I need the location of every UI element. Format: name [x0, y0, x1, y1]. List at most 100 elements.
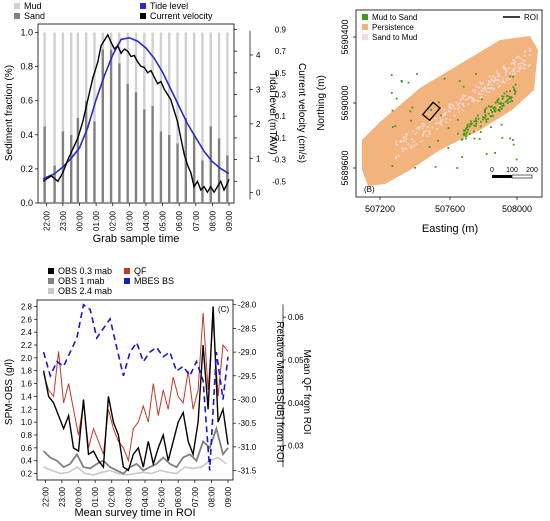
legend-label-obs1: OBS 1 mab — [58, 276, 105, 286]
bar-mud — [93, 32, 96, 122]
sand-to-mud-pixel — [513, 69, 515, 72]
sand-to-mud-pixel — [445, 111, 447, 114]
mud-to-sand-pixel — [466, 125, 469, 128]
sand-to-mud-pixel — [440, 120, 442, 123]
mud-to-sand-pixel — [513, 88, 516, 91]
scale-label-0: 0 — [490, 167, 494, 174]
bar-mud — [226, 32, 229, 156]
sand-to-mud-pixel — [488, 80, 490, 83]
legend-label-persistence: Persistence — [372, 23, 414, 32]
panel-letter-c: (C) — [218, 305, 229, 314]
mud-to-sand-pixel — [484, 115, 487, 118]
y-left-tick-label-a: 1.0 — [20, 28, 33, 38]
mud-to-sand-pixel — [468, 125, 471, 128]
mud-to-sand-pixel — [512, 75, 514, 78]
sand-to-mud-pixel — [401, 147, 403, 150]
y-mid-tick-label-c: -31.5 — [238, 467, 257, 476]
sand-to-mud-pixel — [497, 73, 500, 76]
legend-label-mud-to-sand: Mud to Sand — [372, 13, 417, 22]
legend-swatch-mud-to-sand — [362, 14, 368, 20]
scale-label-200: 200 — [526, 167, 538, 174]
mud-to-sand-pixel — [466, 123, 469, 126]
sand-to-mud-pixel — [450, 107, 453, 109]
sand-to-mud-pixel — [480, 93, 483, 96]
sand-to-mud-pixel — [452, 105, 455, 108]
mud-to-sand-pixel — [465, 135, 468, 138]
mud-to-sand-pixel — [430, 109, 432, 111]
legend-label-obs03: OBS 0.3 mab — [58, 266, 112, 276]
x-tick-label-a: 08:00 — [208, 210, 217, 231]
y-right-label-a: Current velocity (cm/s) — [296, 63, 307, 163]
legend-label-sand-to-mud: Sand to Mud — [372, 33, 417, 42]
bar-sand — [70, 134, 73, 203]
sand-to-mud-pixel — [479, 81, 482, 84]
y-mid-tick-label-c: -30.0 — [238, 395, 257, 404]
legend-swatch-mud — [14, 3, 20, 9]
bar-sand — [84, 100, 88, 203]
mud-to-sand-pixel — [497, 98, 500, 100]
sand-to-mud-pixel — [506, 79, 508, 81]
y-right-tick-label-a: -0.3 — [272, 156, 286, 165]
mud-to-sand-pixel — [469, 123, 472, 126]
mud-to-sand-pixel — [490, 126, 492, 128]
y-mid-tick-label-c: -29.0 — [238, 348, 257, 357]
sand-to-mud-pixel — [407, 143, 410, 145]
bar-sand — [76, 117, 80, 203]
x-tick-label-c: 06:00 — [174, 486, 183, 507]
sand-to-mud-pixel — [450, 103, 453, 105]
mud-to-sand-pixel — [390, 92, 393, 94]
mud-to-sand-pixel — [484, 108, 486, 111]
sand-to-mud-pixel — [476, 100, 479, 103]
sand-to-mud-pixel — [512, 59, 514, 61]
sand-to-mud-pixel — [436, 128, 439, 130]
sand-to-mud-pixel — [523, 60, 526, 62]
mud-to-sand-pixel — [514, 90, 517, 93]
sand-to-mud-pixel — [513, 59, 515, 62]
mud-to-sand-pixel — [462, 85, 465, 88]
legend-label-roi: ROI — [524, 13, 538, 22]
y-right-tick-label-a: 0.1 — [275, 112, 287, 121]
mud-to-sand-pixel — [487, 118, 489, 120]
sand-to-mud-pixel — [519, 65, 522, 68]
y-mid-tick-label-c: -29.5 — [238, 372, 257, 381]
y-left-tick-label-c: 2.6 — [21, 315, 33, 324]
mud-to-sand-pixel — [461, 156, 463, 158]
y-left-tick-label-c: 2.2 — [21, 341, 33, 350]
mud-to-sand-pixel — [512, 139, 514, 141]
sand-to-mud-pixel — [454, 108, 456, 110]
mud-to-sand-pixel — [485, 120, 488, 123]
sand-to-mud-pixel — [420, 125, 423, 127]
mud-to-sand-pixel — [400, 80, 403, 82]
bar-sand — [143, 109, 146, 203]
current-velocity-line — [42, 33, 230, 194]
x-label-b: Easting (m) — [422, 223, 478, 235]
mud-to-sand-pixel — [490, 109, 492, 111]
sand-to-mud-pixel — [402, 136, 404, 139]
sand-to-mud-pixel — [399, 141, 402, 143]
mud-to-sand-pixel — [504, 101, 507, 103]
sand-to-mud-pixel — [512, 68, 515, 70]
sand-to-mud-pixel — [487, 84, 489, 87]
y-mid-tick-label-a: 1 — [256, 154, 261, 163]
mud-to-sand-pixel — [447, 147, 450, 149]
y-tick-label-b: 5689600 — [340, 150, 350, 185]
mud-to-sand-pixel — [456, 167, 459, 169]
sand-to-mud-pixel — [517, 55, 519, 58]
mud-to-sand-pixel — [507, 98, 510, 101]
mud-to-sand-pixel — [483, 117, 486, 120]
sand-to-mud-pixel — [402, 149, 404, 152]
sand-to-mud-pixel — [511, 70, 514, 72]
mud-to-sand-pixel — [391, 126, 394, 128]
y-left-label-a: Sediment fraction (%) — [4, 65, 15, 161]
sand-to-mud-pixel — [448, 106, 450, 109]
mud-to-sand-pixel — [458, 80, 461, 82]
mud-to-sand-pixel — [502, 104, 505, 107]
sand-to-mud-pixel — [441, 124, 443, 126]
y-left-tick-label-a: 0.6 — [20, 96, 33, 106]
sand-to-mud-pixel — [511, 73, 514, 75]
sand-to-mud-pixel — [463, 105, 465, 107]
sand-to-mud-pixel — [511, 61, 514, 64]
sand-to-mud-pixel — [508, 67, 510, 69]
mud-to-sand-pixel — [391, 109, 394, 112]
sand-to-mud-pixel — [474, 99, 476, 101]
